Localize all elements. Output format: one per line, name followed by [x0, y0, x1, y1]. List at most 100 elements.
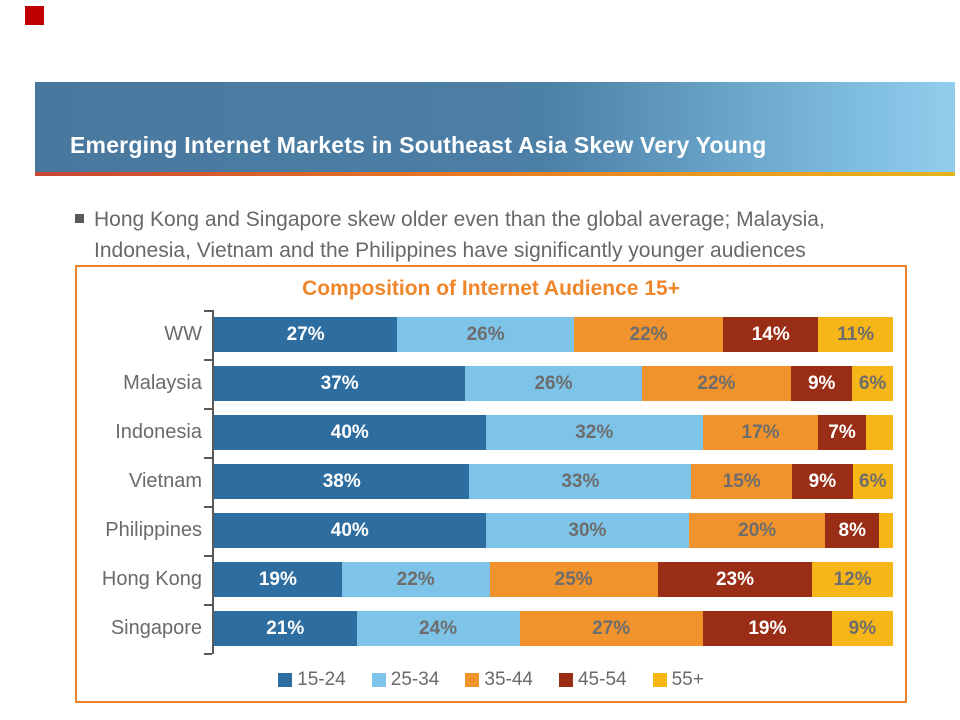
segment-value-label: 40% — [330, 519, 369, 541]
segment-value-label: 11% — [837, 323, 875, 345]
segment-value-label: 25% — [554, 568, 593, 590]
segment-value-label: 19% — [258, 568, 297, 590]
segment-value-label: 9% — [807, 372, 836, 394]
slide-header-bar: Emerging Internet Markets in Southeast A… — [35, 82, 955, 172]
stacked-bar: 40% 30% 20% 8% — [214, 513, 893, 548]
bar-segment-35-44: 22% — [641, 366, 792, 401]
chart-row: Malaysia 37% 26% 22% 9% 6% — [77, 359, 893, 408]
y-axis-tick — [204, 555, 212, 557]
legend-item-15-24: 15-24 — [278, 669, 346, 691]
bar-segment-25-34: 30% — [485, 513, 690, 548]
segment-value-label: 26% — [534, 372, 573, 394]
category-label: Vietnam — [128, 470, 202, 492]
bar-segment-55+: 9% — [831, 611, 893, 646]
segment-value-label: 15% — [722, 470, 761, 492]
segment-value-label: 7% — [828, 421, 856, 443]
chart-row: WW 27% 26% 22% 14% 11% — [77, 310, 893, 359]
chart-row: Hong Kong 19% 22% 25% 23% 12% — [77, 555, 893, 604]
category-label: Indonesia — [115, 421, 202, 443]
segment-value-label: 21% — [266, 617, 305, 639]
bar-segment-35-44: 15% — [691, 464, 793, 499]
category-label: Malaysia — [123, 372, 202, 394]
bar-segment-15-24: 27% — [214, 317, 398, 352]
bullet-block: Hong Kong and Singapore skew older even … — [75, 204, 905, 266]
bar-segment-45-54: 7% — [818, 415, 866, 450]
segment-value-label: 14% — [751, 323, 790, 345]
bar-segment-35-44: 22% — [573, 317, 724, 352]
legend-label: 45-54 — [577, 669, 627, 690]
bar-segment-35-44: 20% — [689, 513, 826, 548]
bullet-text: Hong Kong and Singapore skew older even … — [94, 204, 825, 266]
stacked-bar: 19% 22% 25% 23% 12% — [214, 562, 893, 597]
segment-value-label: 8% — [838, 519, 866, 541]
category-label: Philippines — [105, 519, 202, 541]
stacked-bar: 40% 32% 17% 7% — [214, 415, 893, 450]
y-axis-tick — [204, 310, 212, 312]
stacked-bar: 21% 24% 27% 19% 9% — [214, 611, 893, 646]
legend-swatch-icon — [652, 673, 667, 687]
bar-segment-55+ — [865, 415, 893, 450]
category-label: WW — [164, 323, 202, 345]
bullet-line-2: Indonesia, Vietnam and the Philippines h… — [94, 239, 806, 262]
bar-segment-55+: 6% — [852, 366, 893, 401]
segment-value-label: 37% — [320, 372, 359, 394]
y-axis-tick — [204, 506, 212, 508]
chart-legend: 15-24 25-34 35-44 45-54 55+ — [77, 669, 905, 691]
y-axis-tick — [204, 457, 212, 459]
segment-value-label: 19% — [748, 617, 787, 639]
bar-segment-15-24: 40% — [214, 415, 486, 450]
bar-segment-45-54: 9% — [791, 366, 853, 401]
segment-value-label: 6% — [859, 470, 887, 492]
bar-segment-15-24: 38% — [214, 464, 470, 499]
segment-value-label: 30% — [568, 519, 607, 541]
bar-segment-25-34: 26% — [465, 366, 642, 401]
bar-segment-35-44: 17% — [702, 415, 819, 450]
segment-value-label: 27% — [286, 323, 325, 345]
segment-value-label: 22% — [697, 372, 736, 394]
header-accent-line — [35, 172, 955, 176]
chart-container: Composition of Internet Audience 15+ WW 2… — [75, 265, 907, 703]
bar-segment-45-54: 19% — [702, 611, 832, 646]
segment-value-label: 9% — [848, 617, 877, 639]
y-axis-tick — [204, 359, 212, 361]
stacked-bar: 27% 26% 22% 14% 11% — [214, 317, 893, 352]
bar-segment-55+: 6% — [852, 464, 893, 499]
bar-segment-15-24: 37% — [214, 366, 466, 401]
legend-item-35-44: 35-44 — [465, 669, 533, 691]
y-axis-tick — [204, 604, 212, 606]
legend-label: 15-24 — [297, 669, 346, 690]
category-label: Hong Kong — [101, 568, 202, 590]
legend-swatch-icon — [465, 673, 480, 687]
segment-value-label: 26% — [466, 323, 505, 345]
category-label: Singapore — [110, 617, 202, 639]
legend-swatch-icon — [371, 673, 386, 687]
bar-segment-45-54: 8% — [825, 513, 880, 548]
slide-title: Emerging Internet Markets in Southeast A… — [70, 132, 767, 158]
bullet-marker-icon — [75, 214, 84, 223]
legend-swatch-icon — [278, 673, 293, 687]
segment-value-label: 23% — [715, 568, 754, 590]
bar-segment-15-24: 40% — [214, 513, 486, 548]
bullet-line-1: Hong Kong and Singapore skew older even … — [94, 208, 825, 231]
bar-segment-55+: 11% — [818, 317, 893, 352]
bar-segment-55+: 12% — [812, 562, 893, 597]
bar-segment-25-34: 26% — [397, 317, 574, 352]
segment-value-label: 32% — [575, 421, 614, 443]
chart-row: Indonesia 40% 32% 17% 7% — [77, 408, 893, 457]
bar-segment-25-34: 24% — [356, 611, 520, 646]
legend-label: 55+ — [671, 669, 704, 690]
legend-item-55+: 55+ — [652, 669, 704, 691]
segment-value-label: 38% — [322, 470, 361, 492]
stacked-bar: 38% 33% 15% 9% 6% — [214, 464, 893, 499]
chart-row: Philippines 40% 30% 20% 8% — [77, 506, 893, 555]
segment-value-label: 22% — [629, 323, 668, 345]
legend-swatch-icon — [558, 673, 573, 687]
bar-segment-55+ — [879, 513, 893, 548]
legend-item-45-54: 45-54 — [558, 669, 627, 691]
segment-value-label: 27% — [592, 617, 631, 639]
segment-value-label: 24% — [419, 617, 458, 639]
segment-value-label: 12% — [833, 568, 872, 590]
bar-segment-25-34: 22% — [341, 562, 490, 597]
chart-title: Composition of Internet Audience 15+ — [302, 277, 680, 300]
